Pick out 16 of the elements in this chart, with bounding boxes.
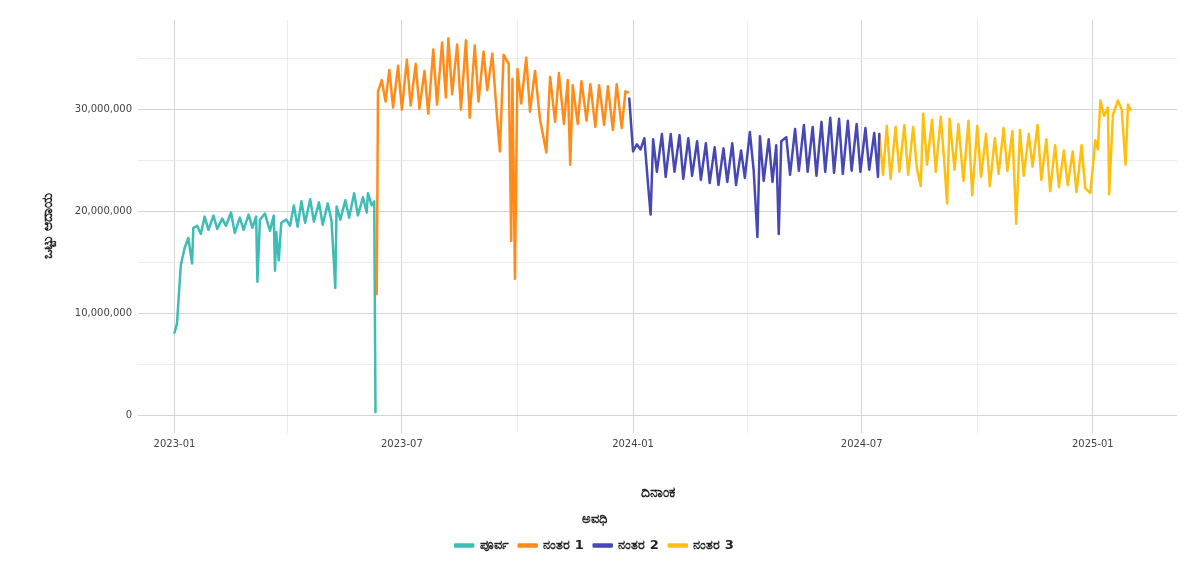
x-tick-label: 2023-07 [380,438,423,450]
legend-label: ಪೂರ್ವ [479,536,509,552]
legend-title: ಅವಧಿ [582,511,608,527]
x-tick-label: 2023-01 [153,438,196,450]
legend-label: ನಂತರ 1 [543,536,584,552]
y-tick-label: 10,000,000 [74,307,133,318]
x-tick-label: 2024-01 [612,438,654,450]
legend-label: ನಂತರ 3 [693,536,734,552]
y-tick-label: 20,000,000 [74,205,133,217]
x-tick-label: 2025-01 [1071,438,1114,450]
y-tick-label: 30,000,000 [74,103,133,115]
x-tick-label: 2024-07 [840,438,883,450]
x-axis-title: ದಿನಾಂಕ [640,483,675,500]
y-tick-label: 0 [125,408,133,420]
y-axis-title: ಒಟ್ಟು ಆದಾಯ [39,193,58,260]
legend-label: ನಂತರ 2 [618,536,659,552]
